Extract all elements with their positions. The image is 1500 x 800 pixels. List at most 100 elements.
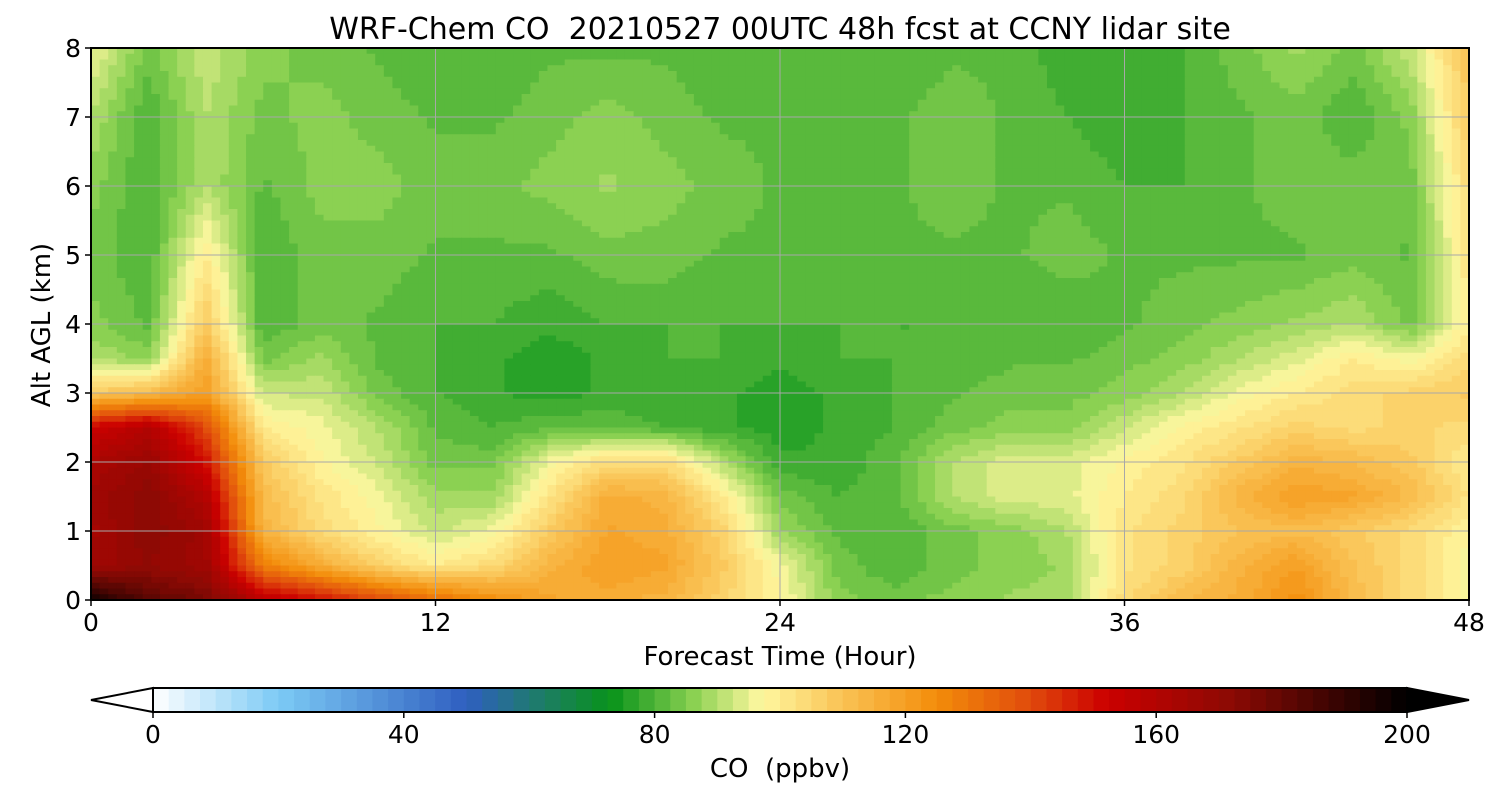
- contour-cell: [1365, 128, 1375, 135]
- contour-cell: [1236, 59, 1246, 66]
- contour-cell: [125, 59, 135, 66]
- contour-cell: [478, 209, 488, 216]
- contour-cell: [1313, 53, 1324, 61]
- contour-cell: [538, 65, 549, 72]
- contour-cell: [246, 122, 256, 130]
- contour-cell: [538, 191, 549, 199]
- contour-cell: [1158, 151, 1169, 158]
- contour-cell: [1262, 99, 1272, 107]
- contour-cell: [693, 53, 704, 61]
- contour-cell: [866, 203, 876, 210]
- contour-cell: [960, 140, 971, 147]
- contour-cell: [1348, 203, 1358, 210]
- contour-cell: [314, 180, 325, 187]
- contour-cell: [1046, 128, 1057, 135]
- contour-cell: [220, 145, 230, 153]
- contour-cell: [754, 220, 764, 227]
- contour-cell: [168, 157, 178, 164]
- contour-cell: [745, 117, 755, 124]
- contour-cell: [228, 122, 239, 130]
- contour-cell: [1451, 197, 1461, 204]
- contour-cell: [728, 88, 738, 95]
- contour-cell: [1003, 151, 1014, 158]
- contour-cell: [943, 180, 953, 187]
- contour-cell: [194, 53, 204, 61]
- contour-cell: [392, 226, 402, 233]
- contour-cell: [401, 65, 411, 72]
- contour-cell: [1279, 168, 1289, 176]
- contour-cell: [340, 186, 350, 193]
- contour-cell: [978, 163, 988, 170]
- contour-cell: [461, 122, 471, 130]
- contour-cell: [874, 203, 884, 210]
- contour-cell: [659, 186, 669, 193]
- contour-cell: [1400, 197, 1410, 204]
- contour-cell: [349, 105, 359, 112]
- contour-cell: [1374, 117, 1384, 124]
- contour-cell: [900, 140, 910, 147]
- contour-cell: [1038, 59, 1048, 66]
- contour-cell: [401, 168, 411, 176]
- contour-cell: [1003, 140, 1014, 147]
- contour-cell: [1236, 168, 1246, 176]
- contour-cell: [805, 117, 816, 124]
- contour-cell: [254, 117, 264, 124]
- contour-cell: [1408, 111, 1418, 118]
- contour-cell: [1408, 134, 1418, 141]
- contour-cell: [891, 209, 902, 216]
- contour-cell: [495, 168, 505, 176]
- contour-cell: [504, 186, 514, 193]
- contour-cell: [211, 134, 221, 141]
- contour-cell: [108, 203, 118, 210]
- contour-cell: [1176, 88, 1186, 95]
- contour-cell: [125, 140, 135, 147]
- contour-cell: [1107, 94, 1117, 101]
- contour-cell: [108, 220, 118, 227]
- contour-cell: [1253, 53, 1263, 61]
- contour-cell: [711, 197, 721, 204]
- contour-cell: [280, 180, 290, 187]
- contour-cell: [1133, 59, 1143, 66]
- contour-cell: [1262, 53, 1272, 61]
- contour-cell: [444, 151, 454, 158]
- contour-cell: [99, 48, 109, 55]
- contour-cell: [134, 71, 144, 78]
- contour-cell: [1202, 94, 1212, 101]
- contour-cell: [676, 59, 686, 66]
- contour-cell: [383, 157, 394, 164]
- contour-cell: [263, 220, 273, 227]
- contour-cell: [702, 168, 712, 176]
- contour-cell: [805, 76, 816, 84]
- contour-cell: [254, 163, 264, 170]
- contour-cell: [530, 186, 540, 193]
- contour-cell: [995, 88, 1005, 95]
- contour-cell: [762, 134, 772, 141]
- contour-cell: [349, 226, 359, 233]
- contour-cell: [1133, 191, 1143, 199]
- contour-cell: [392, 122, 402, 130]
- contour-cell: [289, 191, 299, 199]
- contour-cell: [125, 99, 135, 107]
- contour-cell: [99, 88, 109, 95]
- contour-cell: [1348, 168, 1358, 176]
- contour-cell: [719, 157, 729, 164]
- contour-cell: [935, 140, 945, 147]
- contour-cell: [797, 220, 807, 227]
- contour-cell: [831, 180, 841, 187]
- contour-cell: [108, 197, 118, 204]
- contour-cell: [1219, 174, 1229, 181]
- contour-cell: [1107, 151, 1117, 158]
- contour-cell: [1443, 48, 1453, 55]
- contour-cell: [211, 226, 221, 233]
- contour-cell: [952, 203, 962, 210]
- contour-cell: [883, 180, 893, 187]
- contour-cell: [1451, 134, 1461, 141]
- contour-cell: [693, 180, 704, 187]
- contour-cell: [1262, 145, 1272, 153]
- contour-cell: [624, 180, 635, 187]
- contour-cell: [452, 105, 462, 112]
- contour-cell: [848, 209, 859, 216]
- contour-cell: [1210, 209, 1220, 216]
- contour-cell: [426, 76, 437, 84]
- contour-cell: [418, 174, 428, 181]
